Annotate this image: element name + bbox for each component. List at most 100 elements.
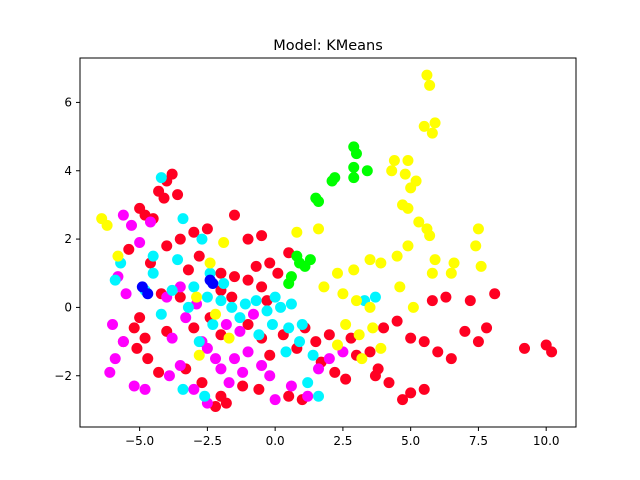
data-point [207, 319, 219, 330]
y-tick-label: 2 [64, 232, 72, 246]
data-point [285, 298, 297, 310]
data-point [223, 377, 235, 389]
data-point [418, 120, 430, 132]
data-point [429, 117, 441, 129]
data-point [174, 291, 186, 303]
data-point [348, 172, 360, 184]
data-point [242, 274, 254, 286]
data-point [405, 182, 417, 194]
data-point [367, 322, 379, 334]
data-point [283, 390, 295, 402]
x-tick-label: 2.5 [333, 434, 352, 448]
data-point [223, 332, 235, 344]
data-point [166, 332, 178, 344]
data-point [272, 267, 284, 279]
data-point [405, 332, 417, 344]
data-point [261, 305, 273, 317]
data-point [331, 267, 343, 279]
data-point [228, 209, 240, 221]
data-point [283, 322, 295, 334]
data-point [413, 216, 425, 228]
data-point [407, 301, 419, 313]
data-point [350, 148, 362, 160]
data-point [101, 219, 113, 231]
data-point [242, 346, 254, 358]
data-point [228, 353, 240, 365]
chart-title: Model: KMeans [273, 38, 383, 54]
data-point [188, 322, 200, 334]
data-point [302, 377, 314, 389]
data-point [256, 230, 268, 242]
data-point [218, 278, 230, 289]
data-point [109, 353, 121, 365]
data-point [275, 301, 287, 313]
data-point [207, 278, 219, 289]
data-point [120, 288, 132, 300]
data-point [153, 366, 165, 378]
data-point [369, 291, 381, 303]
data-point [158, 192, 170, 204]
data-point [215, 267, 227, 279]
data-point [201, 223, 213, 235]
x-tick-label: −2.5 [193, 434, 222, 448]
data-point [402, 155, 414, 166]
data-point [204, 257, 216, 269]
data-point [144, 216, 156, 228]
data-point [234, 312, 246, 324]
data-point [353, 329, 365, 341]
data-point [112, 250, 124, 262]
data-point [323, 353, 335, 365]
data-point [418, 383, 430, 395]
data-point [155, 172, 167, 184]
data-point [188, 226, 200, 238]
data-point [193, 250, 205, 262]
data-point [188, 383, 200, 395]
data-point [239, 298, 251, 310]
data-point [546, 346, 558, 358]
y-axis: −2 0 2 4 6 [54, 95, 80, 383]
data-point [139, 332, 151, 344]
data-point [193, 349, 205, 361]
data-point [234, 325, 246, 337]
data-point [215, 363, 227, 375]
data-point [283, 278, 295, 289]
data-point [166, 284, 178, 296]
data-point [226, 291, 238, 303]
data-point [386, 165, 398, 177]
x-tick-label: −5.0 [125, 434, 154, 448]
y-tick-label: −2 [54, 369, 72, 383]
data-point [429, 254, 441, 266]
data-point [174, 233, 186, 245]
data-point [250, 295, 262, 307]
data-point [147, 267, 159, 279]
data-point [210, 308, 222, 320]
data-point [418, 336, 430, 348]
data-point [472, 336, 484, 348]
data-point [188, 281, 200, 293]
data-point [375, 342, 387, 354]
data-point [323, 329, 335, 341]
data-point [356, 353, 368, 365]
data-point [228, 271, 240, 283]
data-point [426, 267, 438, 279]
data-point [391, 250, 403, 262]
data-point [448, 257, 460, 269]
data-point [475, 260, 487, 272]
data-point [302, 390, 314, 402]
data-point [291, 226, 303, 238]
data-point [472, 223, 484, 235]
data-point [294, 257, 306, 269]
data-point [131, 342, 143, 354]
data-point [226, 301, 238, 313]
data-point [329, 366, 341, 378]
data-point [177, 213, 189, 225]
data-point [402, 240, 414, 252]
data-point [470, 240, 482, 252]
data-point [191, 291, 203, 303]
data-point [242, 233, 254, 245]
data-point [117, 336, 129, 348]
data-point [402, 202, 414, 214]
data-point [313, 390, 325, 402]
data-point [424, 230, 436, 242]
data-point [142, 288, 154, 300]
